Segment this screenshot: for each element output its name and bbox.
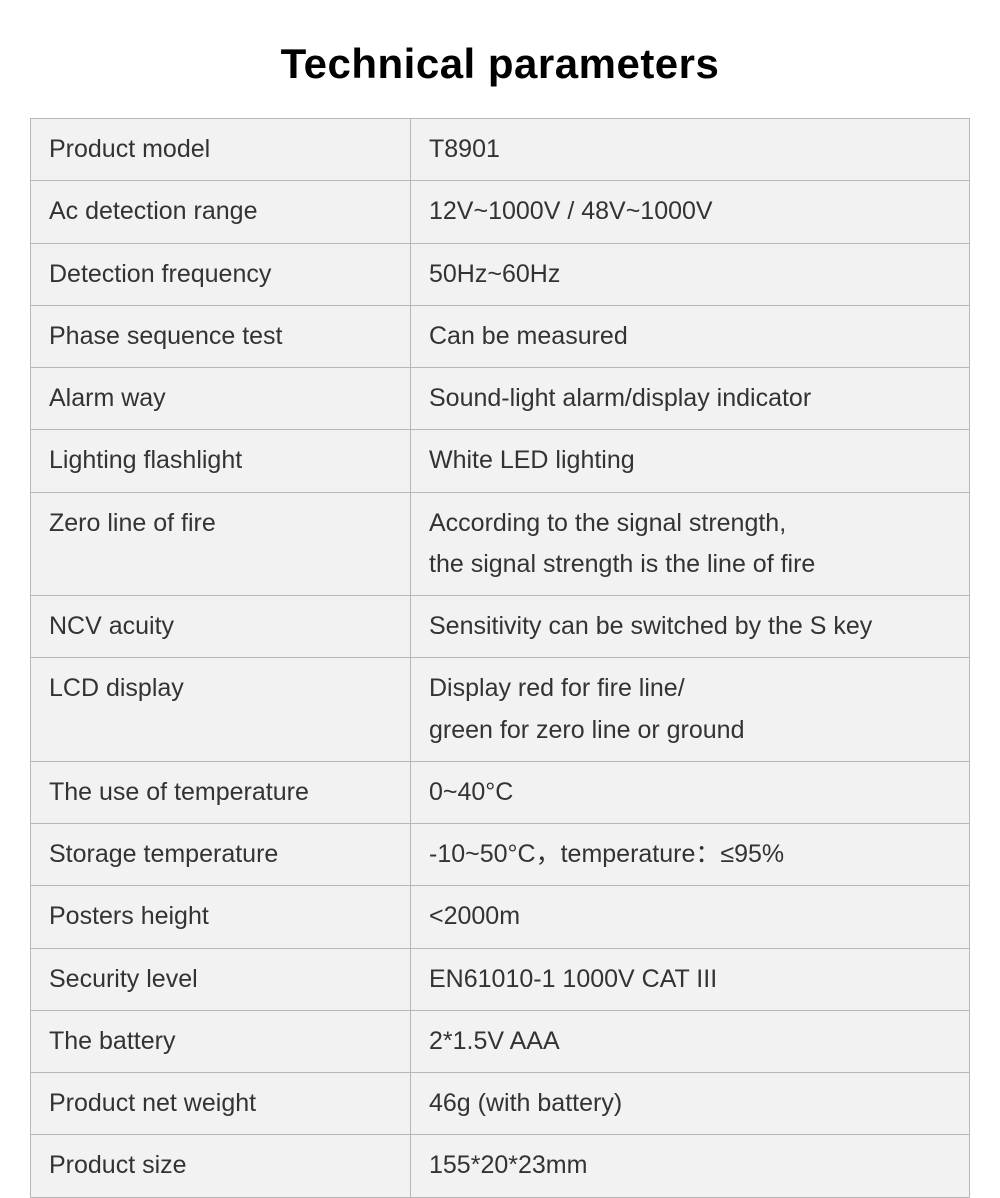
spec-label: Detection frequency: [31, 243, 411, 305]
spec-label: LCD display: [31, 658, 411, 762]
spec-label: The battery: [31, 1010, 411, 1072]
table-row: Ac detection range12V~1000V / 48V~1000V: [31, 181, 970, 243]
table-row: LCD displayDisplay red for fire line/gre…: [31, 658, 970, 762]
spec-value: 155*20*23mm: [411, 1135, 970, 1197]
spec-label: Product model: [31, 119, 411, 181]
spec-value: T8901: [411, 119, 970, 181]
spec-label: Alarm way: [31, 368, 411, 430]
spec-label: Zero line of fire: [31, 492, 411, 596]
spec-label: Lighting flashlight: [31, 430, 411, 492]
table-row: Zero line of fireAccording to the signal…: [31, 492, 970, 596]
spec-value: Sound-light alarm/display indicator: [411, 368, 970, 430]
table-row: The battery2*1.5V AAA: [31, 1010, 970, 1072]
spec-value: <2000m: [411, 886, 970, 948]
spec-value: According to the signal strength,the sig…: [411, 492, 970, 596]
spec-value: White LED lighting: [411, 430, 970, 492]
spec-value: 2*1.5V AAA: [411, 1010, 970, 1072]
spec-value: EN61010-1 1000V CAT III: [411, 948, 970, 1010]
table-row: Phase sequence testCan be measured: [31, 305, 970, 367]
spec-label: Posters height: [31, 886, 411, 948]
spec-value: 46g (with battery): [411, 1073, 970, 1135]
spec-value: 0~40°C: [411, 761, 970, 823]
table-row: Lighting flashlightWhite LED lighting: [31, 430, 970, 492]
spec-value: Sensitivity can be switched by the S key: [411, 596, 970, 658]
specs-table-body: Product modelT8901Ac detection range12V~…: [31, 119, 970, 1198]
spec-label: NCV acuity: [31, 596, 411, 658]
spec-label: Product size: [31, 1135, 411, 1197]
table-row: The use of temperature0~40°C: [31, 761, 970, 823]
spec-value: Display red for fire line/green for zero…: [411, 658, 970, 762]
spec-label: Ac detection range: [31, 181, 411, 243]
table-row: Security levelEN61010-1 1000V CAT III: [31, 948, 970, 1010]
spec-value: 12V~1000V / 48V~1000V: [411, 181, 970, 243]
table-row: Product size155*20*23mm: [31, 1135, 970, 1197]
spec-label: Security level: [31, 948, 411, 1010]
spec-label: The use of temperature: [31, 761, 411, 823]
page-title: Technical parameters: [30, 40, 970, 88]
spec-label: Product net weight: [31, 1073, 411, 1135]
spec-value: Can be measured: [411, 305, 970, 367]
specs-table: Product modelT8901Ac detection range12V~…: [30, 118, 970, 1198]
spec-value: 50Hz~60Hz: [411, 243, 970, 305]
spec-label: Phase sequence test: [31, 305, 411, 367]
table-row: Detection frequency50Hz~60Hz: [31, 243, 970, 305]
table-row: Posters height<2000m: [31, 886, 970, 948]
table-row: Storage temperature-10~50°C，temperature：…: [31, 824, 970, 886]
table-row: Product net weight46g (with battery): [31, 1073, 970, 1135]
table-row: Alarm waySound-light alarm/display indic…: [31, 368, 970, 430]
spec-label: Storage temperature: [31, 824, 411, 886]
table-row: NCV acuitySensitivity can be switched by…: [31, 596, 970, 658]
table-row: Product modelT8901: [31, 119, 970, 181]
spec-value: -10~50°C，temperature：≤95%: [411, 824, 970, 886]
